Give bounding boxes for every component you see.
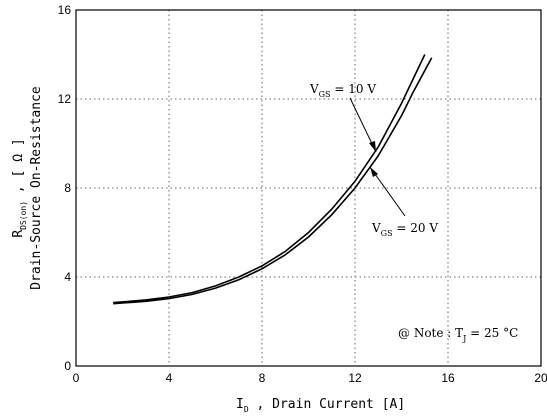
y-tick-label: 8 (64, 181, 71, 195)
y-axis-label-line2: Drain-Source On-Resistance (29, 86, 44, 290)
x-tick-label: 20 (534, 371, 547, 385)
y-tick-label: 0 (64, 359, 71, 373)
series-line-vgs-20v (113, 57, 433, 305)
x-axis-label: ID , Drain Current [A] (236, 397, 405, 414)
y-tick-label: 12 (58, 92, 72, 106)
x-tick-label: 12 (348, 371, 362, 385)
x-tick-label: 4 (166, 371, 173, 385)
x-tick-label: 16 (441, 371, 455, 385)
y-axis-label: RDS(on) , [ Ω ] Drain-Source On-Resistan… (11, 86, 44, 290)
x-tick-labels: 0 4 8 12 16 20 (73, 371, 547, 385)
vgs20-label: VGS = 20 V (371, 221, 438, 238)
vgs20-arrowhead (370, 167, 378, 177)
vgs10-arrowhead (369, 141, 376, 152)
y-axis-label-line1: RDS(on) , [ Ω ] (11, 138, 28, 237)
plot-frame (75, 9, 542, 367)
y-tick-label: 4 (64, 270, 71, 284)
series-line-vgs-10v (113, 54, 426, 304)
y-tick-label: 16 (58, 3, 72, 17)
grid-lines (76, 10, 541, 366)
vgs10-label: VGS = 10 V (309, 82, 376, 99)
y-tick-labels: 0 4 8 12 16 (58, 3, 72, 373)
x-tick-label: 8 (259, 371, 266, 385)
x-tick-label: 0 (73, 371, 80, 385)
series-lines (113, 54, 433, 305)
note-label: @ Note : TJ = 25 °C (398, 326, 518, 343)
